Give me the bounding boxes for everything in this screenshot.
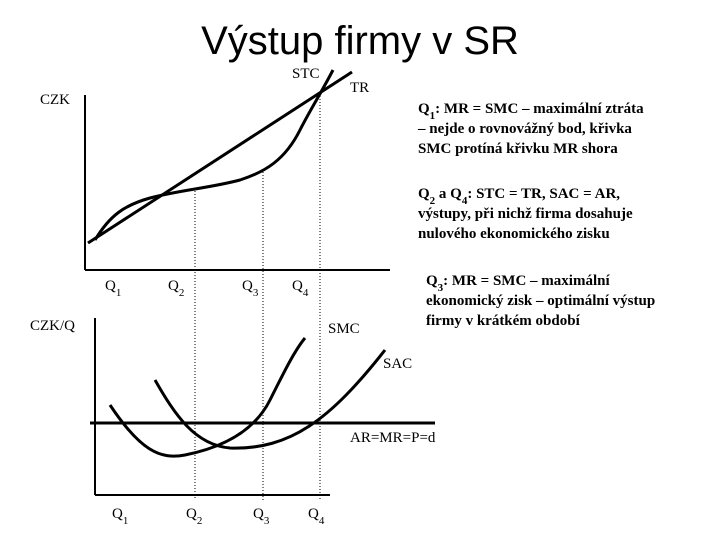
text-part: Q bbox=[418, 101, 430, 117]
curve-label: STC bbox=[292, 66, 320, 82]
subscript: 3 bbox=[438, 282, 444, 294]
stc-curve bbox=[93, 69, 335, 241]
text-part: : MR = SMC – maximální bbox=[443, 273, 610, 289]
y-label: CZK bbox=[40, 92, 70, 108]
sac-curve bbox=[153, 349, 387, 450]
text-part: : STC = TR, SAC = AR, bbox=[467, 186, 620, 202]
subscript: 4 bbox=[462, 195, 468, 207]
text-part: Q bbox=[426, 273, 438, 289]
text-part: a Q bbox=[435, 186, 462, 202]
text-part: Q bbox=[418, 186, 430, 202]
note-line: ekonomický zisk – optimální výstup bbox=[426, 293, 655, 309]
text-part: Q bbox=[168, 278, 179, 294]
note-line: firmy v krátkém období bbox=[426, 313, 581, 329]
line-label: AR=MR=P=d bbox=[350, 430, 436, 446]
note-line: SMC protíná křivku MR shora bbox=[418, 141, 618, 157]
text-part: Q bbox=[112, 506, 123, 522]
smc-curve bbox=[108, 337, 307, 458]
tr-line bbox=[87, 70, 353, 245]
text-part: : MR = SMC – maximální ztráta bbox=[435, 101, 644, 117]
q-label: Q3 bbox=[242, 278, 259, 299]
note-line: – nejde o rovnovážný bod, křivka bbox=[417, 121, 632, 137]
text-part: Q bbox=[253, 506, 264, 522]
q-label: Q1 bbox=[112, 506, 128, 527]
subscript: 4 bbox=[319, 515, 325, 527]
q-label: Q4 bbox=[308, 506, 325, 527]
subscript: 2 bbox=[430, 195, 436, 207]
note-line: Q2 a Q4: STC = TR, SAC = AR, bbox=[418, 186, 620, 207]
note-line: Q3: MR = SMC – maximální bbox=[426, 273, 610, 294]
subscript: 2 bbox=[197, 515, 203, 527]
curve-label: SAC bbox=[383, 356, 412, 372]
q-label: Q3 bbox=[253, 506, 270, 527]
q-label: Q2 bbox=[186, 506, 202, 527]
subscript: 3 bbox=[253, 287, 259, 299]
text-part: Q bbox=[186, 506, 197, 522]
note-line: nulového ekonomického zisku bbox=[418, 226, 610, 242]
q-label: Q4 bbox=[292, 278, 309, 299]
subscript: 1 bbox=[123, 515, 129, 527]
subscript: 2 bbox=[179, 287, 185, 299]
text-part: Q bbox=[105, 278, 116, 294]
y-label: CZK/Q bbox=[30, 318, 75, 334]
subscript: 1 bbox=[430, 110, 436, 122]
curve-label: TR bbox=[350, 80, 369, 96]
note-line: výstupy, při nichž firma dosahuje bbox=[418, 206, 633, 222]
notes: Q1: MR = SMC – maximální ztráta– nejde o… bbox=[417, 101, 655, 329]
q-label: Q2 bbox=[168, 278, 184, 299]
subscript: 1 bbox=[116, 287, 122, 299]
subscript: 3 bbox=[264, 515, 270, 527]
text-part: Q bbox=[242, 278, 253, 294]
curve-label: SMC bbox=[328, 321, 360, 337]
q-label: Q1 bbox=[105, 278, 121, 299]
title: Výstup firmy v SR bbox=[201, 19, 519, 63]
text-part: Q bbox=[308, 506, 319, 522]
note-line: Q1: MR = SMC – maximální ztráta bbox=[418, 101, 644, 122]
text-part: Q bbox=[292, 278, 303, 294]
subscript: 4 bbox=[303, 287, 309, 299]
